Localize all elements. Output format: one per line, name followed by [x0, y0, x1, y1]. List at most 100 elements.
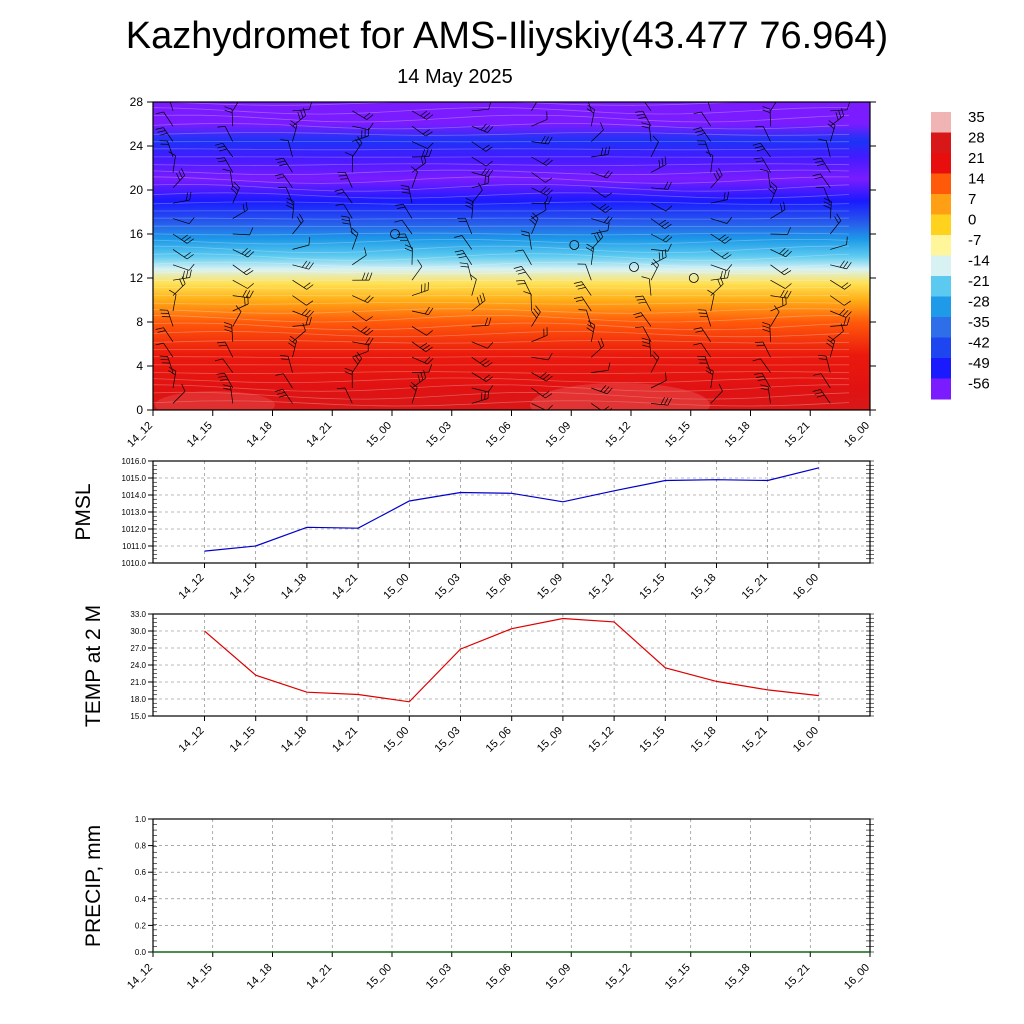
- wind-barb-feather: [168, 366, 177, 372]
- wind-barb-feather: [826, 342, 834, 348]
- wind-barb-feather: [484, 176, 486, 185]
- wind-barb-feather: [363, 112, 371, 119]
- wind-barb: [232, 311, 242, 327]
- wind-barb: [649, 340, 652, 358]
- wind-barb: [292, 295, 307, 306]
- y-tick-label: 16: [130, 227, 144, 241]
- wind-barb-feather: [693, 127, 702, 130]
- wind-barb: [710, 155, 714, 173]
- wind-barb: [471, 300, 486, 312]
- wind-barb-feather: [539, 372, 547, 378]
- wind-barb: [471, 172, 489, 178]
- y-tick-label: 8: [136, 315, 143, 329]
- wind-barb-feather: [546, 159, 553, 166]
- wind-barb-feather: [665, 205, 673, 212]
- wind-barb-feather: [180, 168, 186, 176]
- wind-barb-feather: [223, 322, 232, 326]
- wind-barb-feather: [517, 283, 526, 285]
- x-tick-label: 15_15: [637, 572, 667, 602]
- wind-barb: [292, 310, 309, 318]
- wind-barb-feather: [577, 287, 586, 290]
- wind-barb-feather: [697, 309, 706, 311]
- wind-barb: [530, 293, 532, 312]
- wind-barb-feather: [835, 112, 839, 121]
- wind-barb-feather: [823, 197, 832, 202]
- wind-barb-feather: [224, 106, 233, 110]
- wind-barb: [650, 249, 668, 252]
- wind-barb-feather: [818, 139, 827, 141]
- wind-barb-feather: [814, 176, 823, 180]
- isotherm-contour: [153, 377, 850, 384]
- chart-subtitle: 14 May 2025: [397, 66, 513, 88]
- wind-barb-feather: [515, 249, 524, 252]
- wind-barb-feather: [603, 386, 610, 393]
- wind-barb-feather: [545, 177, 553, 183]
- wind-barb-feather: [607, 362, 611, 371]
- wind-barb-feather: [308, 262, 314, 270]
- wind-barb-feather: [182, 270, 185, 279]
- colorbar-swatch: [931, 255, 951, 277]
- wind-barb-feather: [599, 203, 607, 209]
- wind-barb-feather: [727, 191, 729, 200]
- wind-barb-feather: [698, 94, 706, 95]
- wind-barb: [591, 172, 608, 179]
- wind-barb-feather: [482, 144, 490, 150]
- wind-barb: [531, 356, 549, 361]
- x-tick-label: 15_09: [543, 962, 573, 992]
- wind-barb-feather: [667, 243, 672, 252]
- wind-barb-feather: [754, 145, 763, 149]
- wind-barb-feather: [230, 188, 238, 195]
- wind-barb-feather: [485, 362, 493, 368]
- x-tick-label: 15_00: [364, 420, 394, 450]
- wind-barb: [471, 324, 489, 327]
- wind-barb-feather: [218, 160, 227, 163]
- wind-barb-feather: [768, 188, 775, 195]
- colorbar-swatch: [931, 276, 951, 297]
- x-tick-label: 14_15: [228, 725, 258, 755]
- x-tick-label: 15_03: [424, 962, 454, 992]
- isotherm-contour: [153, 371, 850, 375]
- x-tick-label: 14_12: [125, 962, 155, 992]
- wind-barb: [650, 256, 667, 266]
- wind-barb-feather: [344, 152, 353, 156]
- wind-barb-feather: [157, 130, 166, 133]
- wind-barb: [471, 372, 487, 382]
- wind-barb: [761, 157, 771, 173]
- wind-barb-feather: [836, 213, 842, 221]
- y-tick-label: 28: [130, 95, 144, 109]
- colorbar-label: -35: [968, 314, 990, 331]
- wind-barb-feather: [544, 196, 549, 204]
- wind-barb-feather: [660, 397, 665, 405]
- x-tick-label: 14_18: [279, 725, 309, 755]
- wind-barb: [531, 141, 549, 145]
- wind-barb-feather: [540, 186, 547, 193]
- y-tick-label: 12: [130, 271, 144, 285]
- x-tick-label: 15_15: [663, 420, 693, 450]
- calm-wind-circle: [688, 273, 699, 283]
- wind-barb-feather: [532, 212, 539, 219]
- wind-barb-feather: [219, 148, 227, 152]
- y-tick-label: 15.0: [130, 712, 146, 721]
- wind-barb: [411, 341, 427, 352]
- wind-barb: [471, 141, 486, 152]
- wind-barb-feather: [303, 282, 311, 288]
- calm-wind-circle: [629, 262, 639, 272]
- temp-panel: TEMP at 2 M 14_12 14_15 14_18 14_21 15_00 15_…: [82, 605, 874, 755]
- wind-barb: [767, 386, 771, 404]
- wind-barb: [343, 203, 353, 219]
- wind-barb: [411, 110, 427, 120]
- isotherm-contour: [153, 391, 850, 400]
- y-tick-label: 21.0: [130, 678, 146, 687]
- wind-barb-feather: [487, 126, 494, 133]
- wind-barb: [471, 189, 483, 204]
- wind-barb: [292, 244, 309, 250]
- wind-barb: [642, 295, 652, 312]
- wind-barb: [342, 189, 353, 204]
- wind-barb-feather: [274, 173, 283, 177]
- wind-barb-feather: [488, 385, 494, 393]
- wind-barb-feather: [600, 147, 604, 156]
- wind-barb-feather: [661, 250, 664, 259]
- wind-barb: [823, 187, 831, 204]
- wind-barb-feather: [521, 230, 529, 233]
- x-tick-label: 15_21: [782, 420, 812, 450]
